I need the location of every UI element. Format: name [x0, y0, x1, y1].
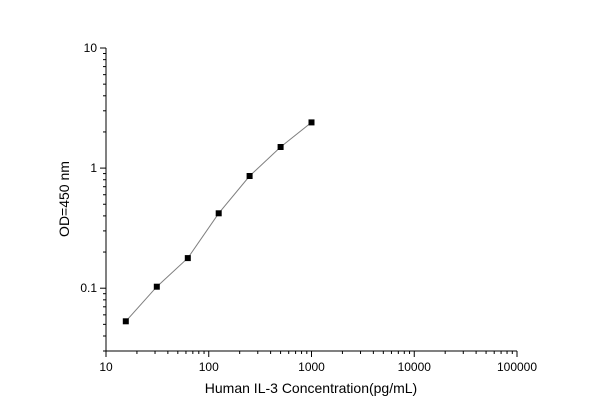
data-point [215, 210, 222, 217]
plot-frame [105, 48, 517, 352]
data-point [153, 283, 160, 290]
data-point [308, 119, 315, 126]
y-axis-label: OD=450 nm [56, 161, 72, 237]
x-tick-label: 10000 [398, 360, 432, 374]
x-tick-label: 100000 [497, 360, 537, 374]
x-tick-label: 100 [199, 360, 219, 374]
y-tick-label: 10 [84, 41, 98, 55]
x-ticks: 10 100 1000 10000 100000 [99, 351, 537, 374]
x-tick-label: 10 [99, 360, 113, 374]
series-line [125, 122, 312, 322]
series-markers [122, 119, 315, 325]
y-tick-label: 1 [90, 161, 97, 175]
x-axis-label: Human IL-3 Concentration(pg/mL) [205, 380, 417, 396]
y-tick-label: 0.1 [80, 281, 97, 295]
data-point [184, 255, 191, 262]
y-ticks: 0.1 1 10 [80, 41, 106, 352]
data-point [246, 173, 253, 179]
x-tick-label: 1000 [298, 360, 325, 374]
data-point [277, 144, 284, 150]
series-lines [125, 122, 312, 322]
data-point [122, 318, 129, 325]
